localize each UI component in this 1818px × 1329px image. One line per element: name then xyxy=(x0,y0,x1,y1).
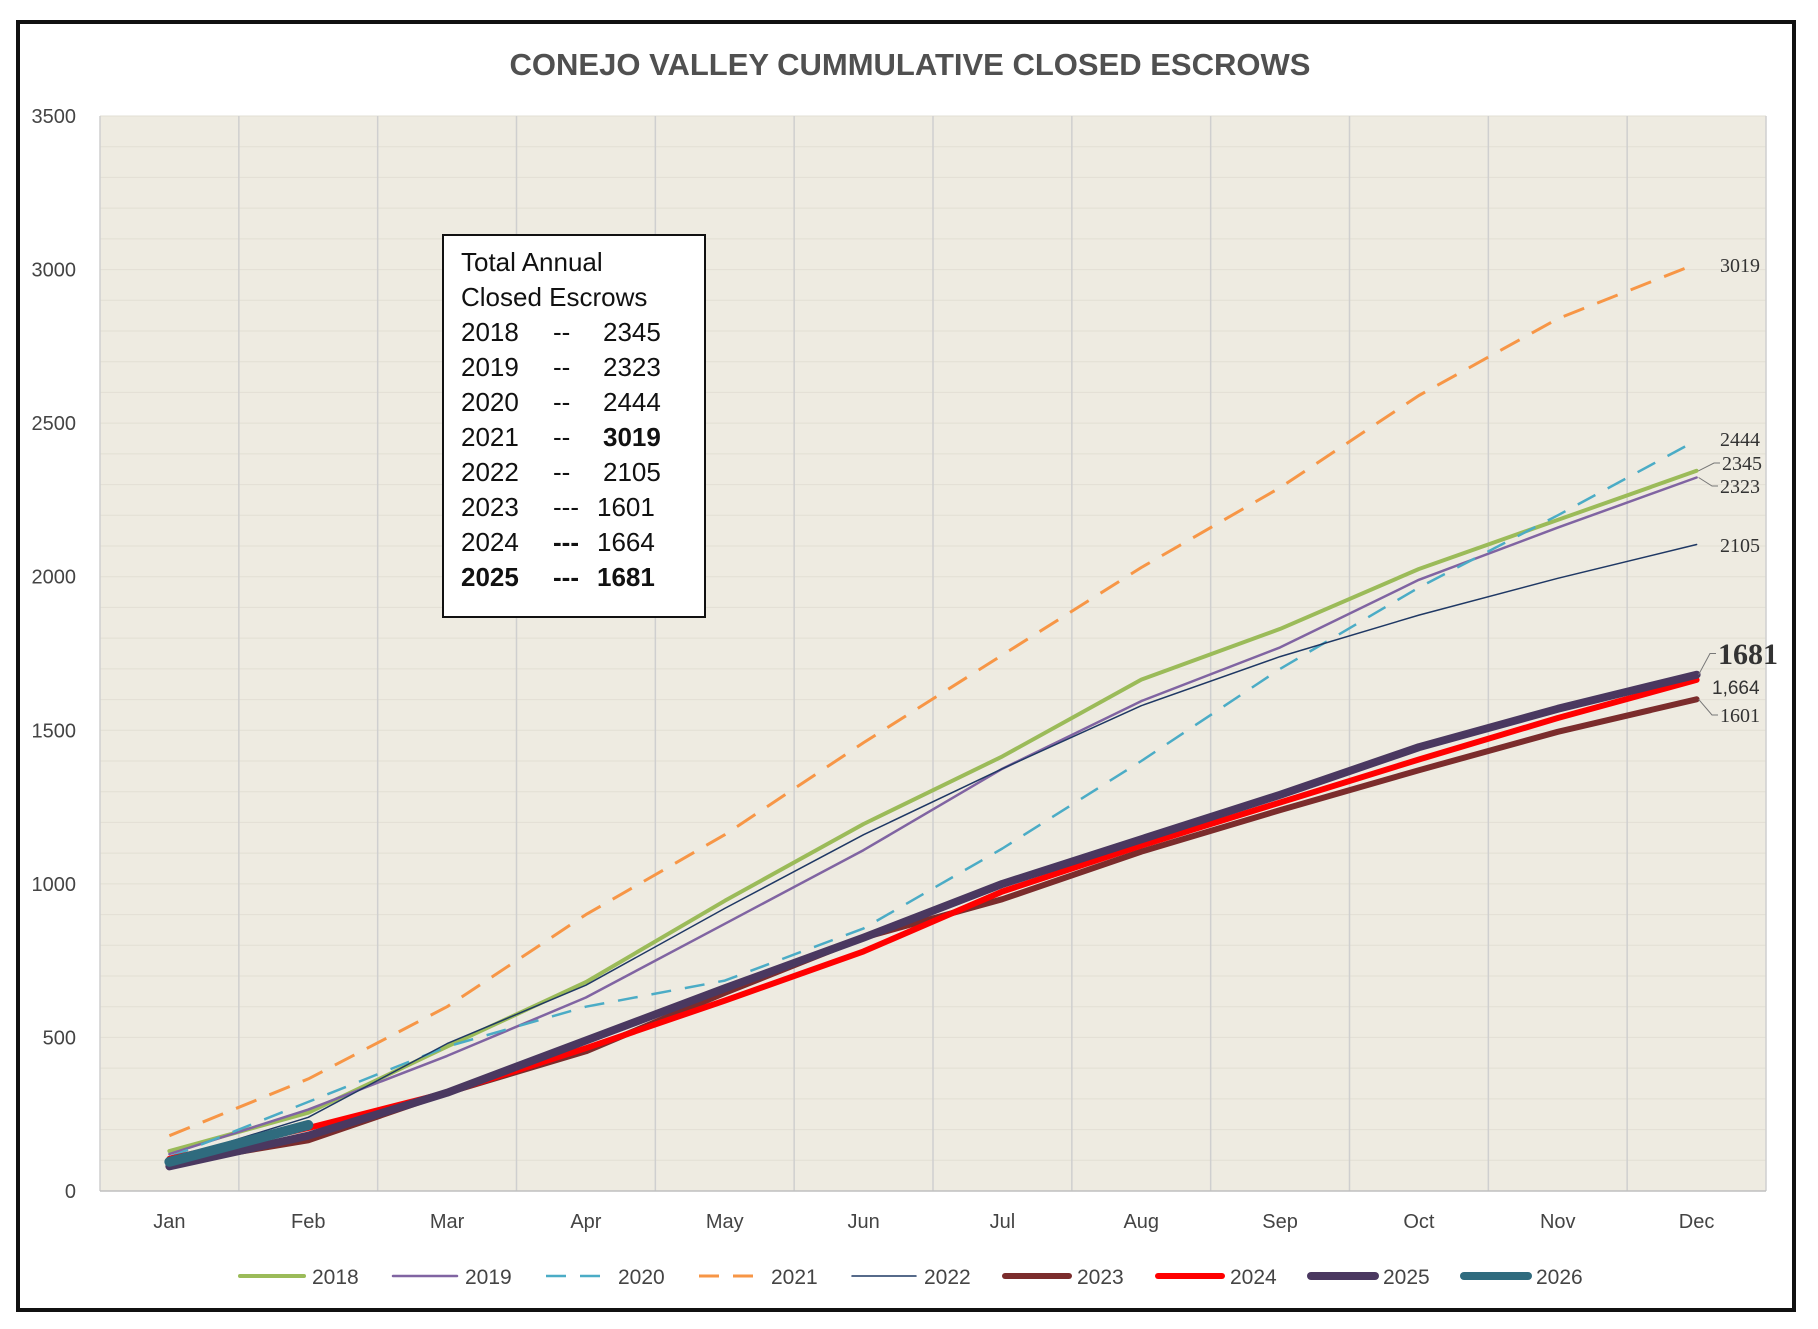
end-label-2019: 2323 xyxy=(1720,476,1760,498)
annotation-separator: -- xyxy=(553,317,570,347)
y-tick-label: 500 xyxy=(43,1027,76,1049)
y-tick-label: 1500 xyxy=(32,720,77,742)
axis-ticks: 0 500 1000 1500 2000 2500 3000 3500 Jan Feb Mar Apr… xyxy=(32,106,1715,1233)
x-tick-label: May xyxy=(706,1211,744,1233)
x-tick-label: Dec xyxy=(1679,1211,1715,1233)
annotation-separator: -- xyxy=(553,352,570,382)
y-tick-label: 2000 xyxy=(32,567,77,589)
y-tick-label: 0 xyxy=(65,1181,76,1203)
x-tick-label: Oct xyxy=(1403,1211,1435,1233)
end-label-2023: 1601 xyxy=(1720,705,1760,727)
annotation-label: 2020 xyxy=(461,387,519,417)
chart-title: CONEJO VALLEY CUMMULATIVE CLOSED ESCROWS xyxy=(510,47,1311,82)
label-leader xyxy=(1698,477,1718,487)
annotation-value: 3019 xyxy=(603,422,661,452)
annotation-label: 2021 xyxy=(461,422,519,452)
x-tick-label: Jan xyxy=(153,1211,185,1233)
annotation-label: 2022 xyxy=(461,457,519,487)
legend-label-2020: 2020 xyxy=(618,1266,665,1289)
x-tick-label: Feb xyxy=(291,1211,325,1233)
legend-label-2024: 2024 xyxy=(1230,1266,1277,1289)
label-leader xyxy=(1698,462,1720,472)
x-tick-label: Mar xyxy=(430,1211,465,1233)
annotation-label: 2025 xyxy=(461,562,519,592)
annotation-box-frame xyxy=(442,234,706,618)
y-tick-label: 3500 xyxy=(32,106,77,128)
label-leader xyxy=(1698,653,1716,675)
series-lines xyxy=(164,262,1701,1171)
x-tick-label: Jul xyxy=(990,1211,1016,1233)
annotation-value: 1601 xyxy=(597,492,655,522)
annotation-separator: --- xyxy=(553,527,579,557)
annotation-label: Total Annual xyxy=(461,247,603,277)
annotation-box: Total Annual Closed Escrows 2018 -- 2345 2019… xyxy=(442,234,706,618)
annotation-separator: --- xyxy=(553,492,579,522)
legend-label-2023: 2023 xyxy=(1077,1266,1124,1289)
series-line-2025 xyxy=(165,670,1701,1171)
x-tick-label: Sep xyxy=(1262,1211,1298,1233)
legend-label-2021: 2021 xyxy=(771,1266,818,1289)
annotation-value: 1681 xyxy=(597,562,655,592)
end-label-2021: 3019 xyxy=(1720,255,1760,277)
end-label-2022: 2105 xyxy=(1720,535,1760,557)
legend-label-2018: 2018 xyxy=(312,1266,359,1289)
series-line-2022 xyxy=(168,543,1698,1162)
end-label-2025: 1681 xyxy=(1718,638,1778,671)
annotation-value: 2323 xyxy=(603,352,661,382)
y-tick-label: 3000 xyxy=(32,260,77,282)
x-tick-label: Jun xyxy=(847,1211,879,1233)
label-leader xyxy=(1698,698,1718,716)
annotation-label: 2023 xyxy=(461,492,519,522)
legend: 2018 2019 2020 2021 2022 2023 2024 2025 2026 xyxy=(238,1266,1583,1289)
series-line-2021 xyxy=(168,262,1698,1138)
annotation-separator: -- xyxy=(553,457,570,487)
x-tick-label: Aug xyxy=(1123,1211,1159,1233)
y-tick-label: 2500 xyxy=(32,413,77,435)
annotation-label: 2024 xyxy=(461,527,519,557)
annotation-value: 2345 xyxy=(603,317,661,347)
end-label-2018: 2345 xyxy=(1722,453,1762,475)
legend-label-2025: 2025 xyxy=(1383,1266,1430,1289)
legend-label-2019: 2019 xyxy=(465,1266,512,1289)
annotation-value: 2105 xyxy=(603,457,661,487)
annotation-separator: -- xyxy=(553,387,570,417)
series-line-2026 xyxy=(164,1120,314,1167)
series-line-2018 xyxy=(167,468,1699,1154)
y-tick-label: 1000 xyxy=(32,874,77,896)
series-line-2019 xyxy=(168,476,1698,1156)
end-label-2020: 2444 xyxy=(1720,429,1760,451)
annotation-label: 2018 xyxy=(461,317,519,347)
x-tick-label: Apr xyxy=(570,1211,601,1233)
end-label-2024: 1,664 xyxy=(1712,678,1760,699)
annotation-separator: --- xyxy=(553,562,579,592)
annotation-value: 2444 xyxy=(603,387,661,417)
annotation-label: Closed Escrows xyxy=(461,282,647,312)
annotation-label: 2019 xyxy=(461,352,519,382)
annotation-value: 1664 xyxy=(597,527,655,557)
legend-label-2026: 2026 xyxy=(1536,1266,1583,1289)
annotation-separator: -- xyxy=(553,422,570,452)
grid-lines xyxy=(99,115,1767,1192)
x-tick-label: Nov xyxy=(1540,1211,1576,1233)
legend-label-2022: 2022 xyxy=(924,1266,971,1289)
